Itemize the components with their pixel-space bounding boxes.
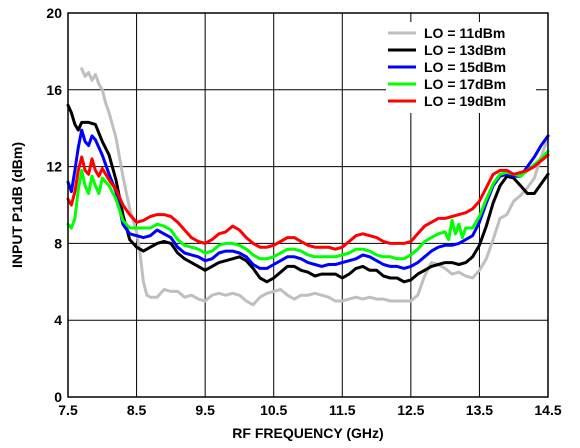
- y-tick-label-1: 4: [54, 312, 62, 328]
- y-tick-label-2: 8: [54, 235, 62, 251]
- series-line-3: [66, 149, 550, 261]
- x-tick-label-4: 11.5: [329, 402, 356, 418]
- x-tick-label-2: 9.5: [195, 402, 215, 418]
- x-tick-label-3: 10.5: [260, 402, 287, 418]
- legend-label-3: LO = 17dBm: [424, 76, 506, 92]
- x-axis-title: RF FREQUENCY (GHz): [232, 425, 383, 441]
- series-lines: [66, 67, 550, 307]
- x-tick-label-0: 7.5: [58, 402, 78, 418]
- x-tick-label-7: 14.5: [534, 402, 561, 418]
- legend-label-2: LO = 15dBm: [424, 59, 506, 75]
- plot-frame: [67, 12, 549, 398]
- y-tick-labels: 0 4 8 12 16 20: [46, 5, 62, 405]
- legend-label-0: LO = 11dBm: [424, 25, 505, 41]
- series-line-1: [66, 103, 550, 284]
- x-tick-label-6: 13.5: [466, 402, 493, 418]
- y-axis-title: INPUT P1dB (dBm): [9, 142, 25, 268]
- legend-label-4: LO = 19dBm: [424, 93, 506, 109]
- series-line-4: [66, 153, 550, 251]
- y-tick-label-4: 16: [46, 82, 62, 98]
- x-tick-label-1: 8.5: [127, 402, 147, 418]
- x-tick-label-5: 12.5: [397, 402, 424, 418]
- x-tick-labels: 7.5 8.5 9.5 10.5 11.5 12.5 13.5 14.5: [58, 402, 562, 418]
- series-line-2: [66, 128, 550, 270]
- legend-label-1: LO = 13dBm: [424, 42, 506, 58]
- y-tick-label-0: 0: [54, 389, 62, 405]
- series-line-0: [80, 67, 550, 307]
- y-tick-label-5: 20: [46, 5, 62, 21]
- y-tick-label-3: 12: [46, 159, 62, 175]
